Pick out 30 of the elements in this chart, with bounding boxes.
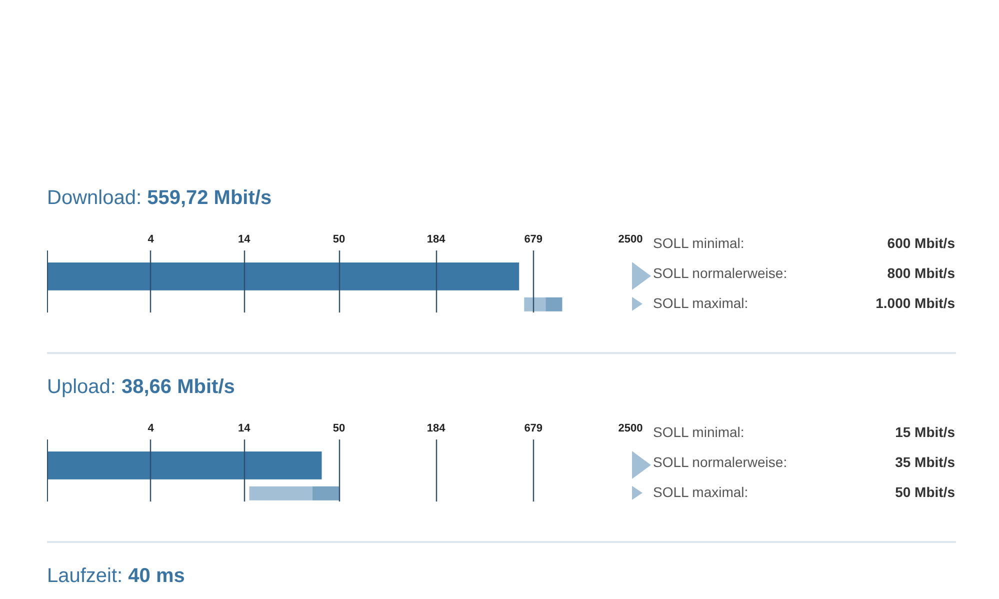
x-tick-label: 50 — [332, 234, 346, 246]
x-tick-label: 184 — [426, 422, 446, 434]
text: 15 Mbit/s — [895, 423, 955, 442]
chart-title: Download: — [47, 187, 142, 209]
text: 800 Mbit/s — [887, 264, 955, 283]
text: Laufzeit: — [47, 565, 123, 587]
chart-subtitle: 559,72 Mbit/s — [147, 187, 272, 209]
x-tick-label: 2500 — [618, 234, 643, 246]
text: 1.000 Mbit/s — [876, 294, 955, 313]
text: 35 Mbit/s — [895, 453, 955, 472]
x-tick-label: 14 — [238, 422, 252, 434]
text: 50 Mbit/s — [895, 483, 955, 502]
x-tick-label: 4 — [148, 422, 155, 434]
x-tick-label: 14 — [238, 234, 252, 246]
text: SOLL normalerweise: — [653, 453, 788, 472]
text: 40 ms — [128, 565, 185, 587]
text: SOLL minimal: — [653, 234, 744, 253]
x-tick-label: 4 — [148, 234, 155, 246]
x-tick-label: 679 — [524, 422, 543, 434]
text: SOLL maximal: — [653, 294, 748, 313]
text: SOLL normalerweise: — [653, 264, 788, 283]
text: SOLL maximal: — [653, 483, 748, 502]
x-tick-label: 50 — [332, 422, 346, 434]
x-tick-label: 679 — [524, 234, 543, 246]
text: SOLL minimal: — [653, 423, 744, 442]
x-tick-label: 2500 — [618, 422, 643, 434]
text: 600 Mbit/s — [887, 234, 955, 253]
chart-title: Upload: — [47, 376, 116, 398]
chart-subtitle: 38,66 Mbit/s — [122, 376, 235, 398]
x-tick-label: 184 — [426, 234, 446, 246]
